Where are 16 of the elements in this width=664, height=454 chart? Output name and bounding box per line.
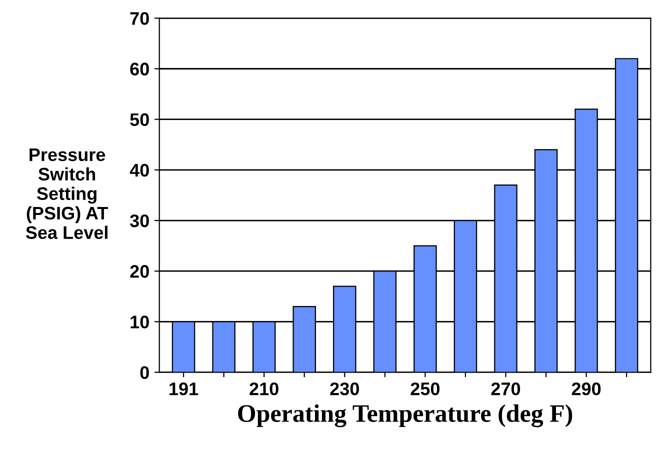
x-tick-label: 191 xyxy=(170,382,198,396)
y-tick-label: 30 xyxy=(130,214,149,228)
x-axis-title: Operating Temperature (deg F) xyxy=(238,404,572,428)
y-tick-label: 0 xyxy=(140,366,149,379)
y-tick-label: 50 xyxy=(130,113,149,126)
x-tick-label: 270 xyxy=(491,382,520,396)
y-tick-label: 70 xyxy=(130,12,149,25)
x-tick-label: 290 xyxy=(572,382,601,396)
y-tick-label: 10 xyxy=(130,316,149,328)
y-tick-label: 20 xyxy=(130,265,149,278)
y-axis-title: Pressure Switch Setting (PSIG) AT Sea Level xyxy=(26,148,108,239)
y-tick-label: 60 xyxy=(130,62,149,76)
x-tick-label: 230 xyxy=(330,382,359,396)
y-tick-label: 40 xyxy=(130,164,149,177)
x-tick-label: 250 xyxy=(410,382,440,396)
x-tick-label: 210 xyxy=(250,382,278,396)
